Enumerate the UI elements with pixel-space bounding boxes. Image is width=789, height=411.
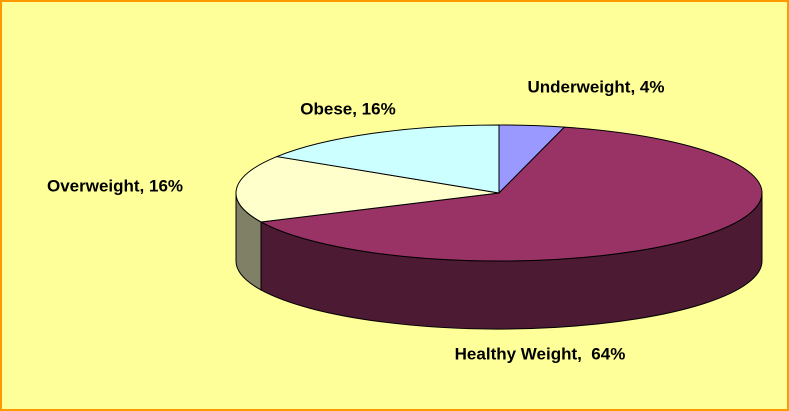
pie-labels: Underweight, 4% Healthy Weight, 64% Overwe… [47, 77, 665, 363]
slice-label: Overweight, 16% [47, 176, 183, 195]
slice [235, 156, 500, 223]
slice-label: Obese, 16% [300, 99, 395, 118]
slice [275, 124, 500, 194]
slice [259, 126, 763, 262]
pie-tops [235, 124, 763, 262]
slice-label: Healthy Weight, 64% [455, 344, 626, 363]
slice-label: Underweight, 4% [528, 77, 665, 96]
